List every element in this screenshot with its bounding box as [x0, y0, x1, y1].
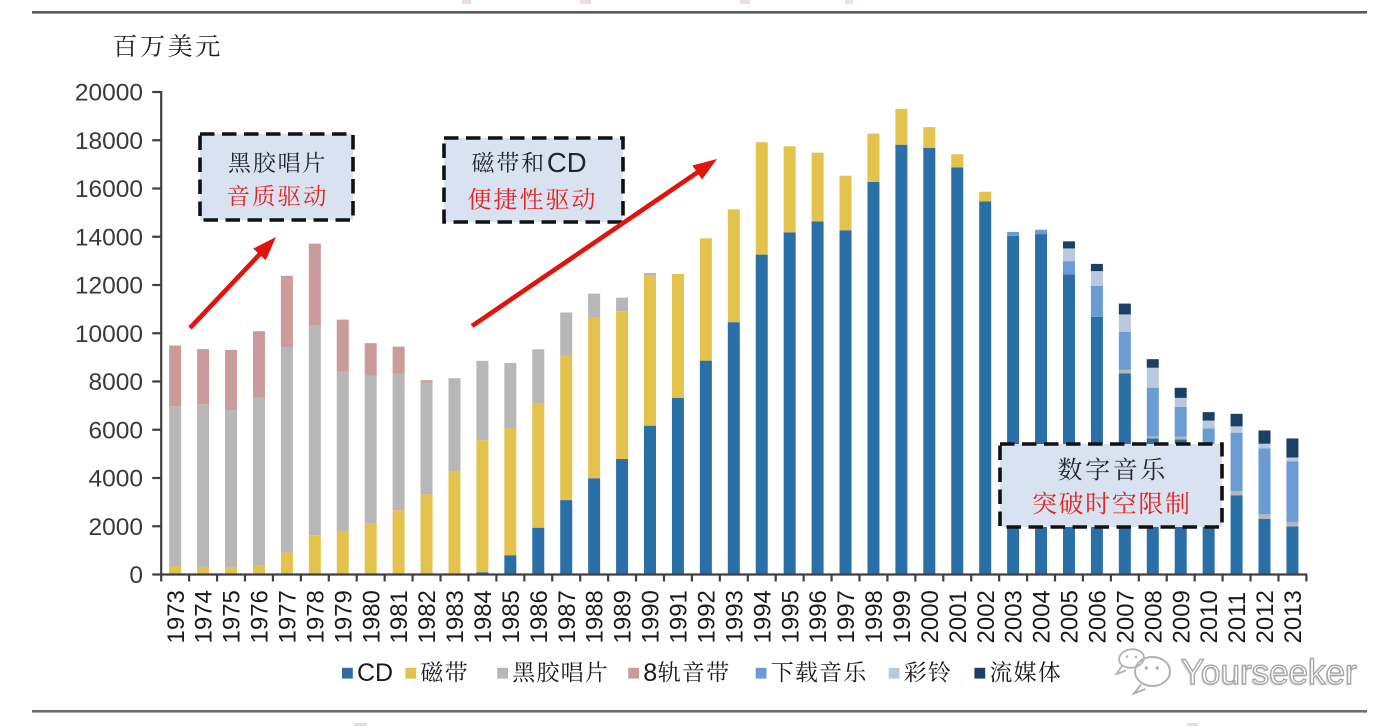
svg-text:1981: 1981	[386, 590, 413, 643]
svg-text:1983: 1983	[442, 590, 469, 643]
svg-text:2010: 2010	[1196, 590, 1223, 643]
svg-text:1984: 1984	[470, 590, 497, 643]
svg-text:14000: 14000	[75, 224, 143, 251]
svg-text:1980: 1980	[358, 590, 385, 643]
svg-text:2000: 2000	[88, 514, 143, 541]
svg-text:18000: 18000	[75, 128, 143, 155]
svg-text:1975: 1975	[219, 590, 246, 643]
svg-text:Yourseeker: Yourseeker	[1180, 655, 1356, 694]
svg-text:1988: 1988	[582, 590, 609, 643]
svg-text:1987: 1987	[554, 590, 581, 643]
svg-text:1982: 1982	[414, 590, 441, 643]
svg-text:8: 8	[643, 659, 657, 687]
svg-text:8000: 8000	[88, 369, 143, 396]
svg-text:2005: 2005	[1057, 590, 1084, 643]
svg-text:2000: 2000	[917, 590, 944, 643]
svg-text:1977: 1977	[274, 590, 301, 643]
svg-text:1994: 1994	[749, 590, 776, 643]
svg-text:1998: 1998	[861, 590, 888, 643]
svg-text:0: 0	[129, 562, 143, 589]
svg-text:4000: 4000	[88, 466, 143, 493]
svg-text:2008: 2008	[1140, 590, 1167, 643]
svg-text:2013: 2013	[1280, 590, 1307, 643]
svg-text:10000: 10000	[75, 321, 143, 348]
svg-text:1995: 1995	[777, 590, 804, 643]
svg-text:1999: 1999	[889, 590, 916, 643]
svg-text:2001: 2001	[945, 590, 972, 643]
svg-text:16000: 16000	[75, 176, 143, 203]
svg-text:1993: 1993	[721, 590, 748, 643]
svg-text:1974: 1974	[191, 590, 218, 643]
svg-text:1985: 1985	[498, 590, 525, 643]
svg-text:2002: 2002	[973, 590, 1000, 643]
svg-text:12000: 12000	[75, 273, 143, 300]
svg-text:1973: 1973	[163, 590, 190, 643]
svg-text:CD: CD	[357, 659, 393, 687]
svg-text:1992: 1992	[693, 590, 720, 643]
svg-text:1991: 1991	[666, 590, 693, 643]
svg-text:2003: 2003	[1001, 590, 1028, 643]
svg-text:CD: CD	[547, 147, 587, 178]
svg-text:1976: 1976	[247, 590, 274, 643]
svg-text:1979: 1979	[330, 590, 357, 643]
svg-text:1996: 1996	[805, 590, 832, 643]
svg-text:Yourseeker: Yourseeker	[1181, 653, 1357, 692]
svg-text:1990: 1990	[638, 590, 665, 643]
svg-text:2004: 2004	[1029, 590, 1056, 643]
svg-text:2006: 2006	[1085, 590, 1112, 643]
svg-text:1989: 1989	[610, 590, 637, 643]
svg-text:20000: 20000	[75, 80, 143, 107]
svg-text:6000: 6000	[88, 417, 143, 444]
svg-text:2011: 2011	[1224, 592, 1251, 644]
svg-text:1986: 1986	[526, 590, 553, 643]
svg-text:2009: 2009	[1168, 590, 1195, 643]
svg-text:2012: 2012	[1252, 590, 1279, 643]
svg-text:2007: 2007	[1112, 590, 1139, 643]
svg-text:1997: 1997	[833, 590, 860, 643]
svg-text:1978: 1978	[302, 590, 329, 643]
